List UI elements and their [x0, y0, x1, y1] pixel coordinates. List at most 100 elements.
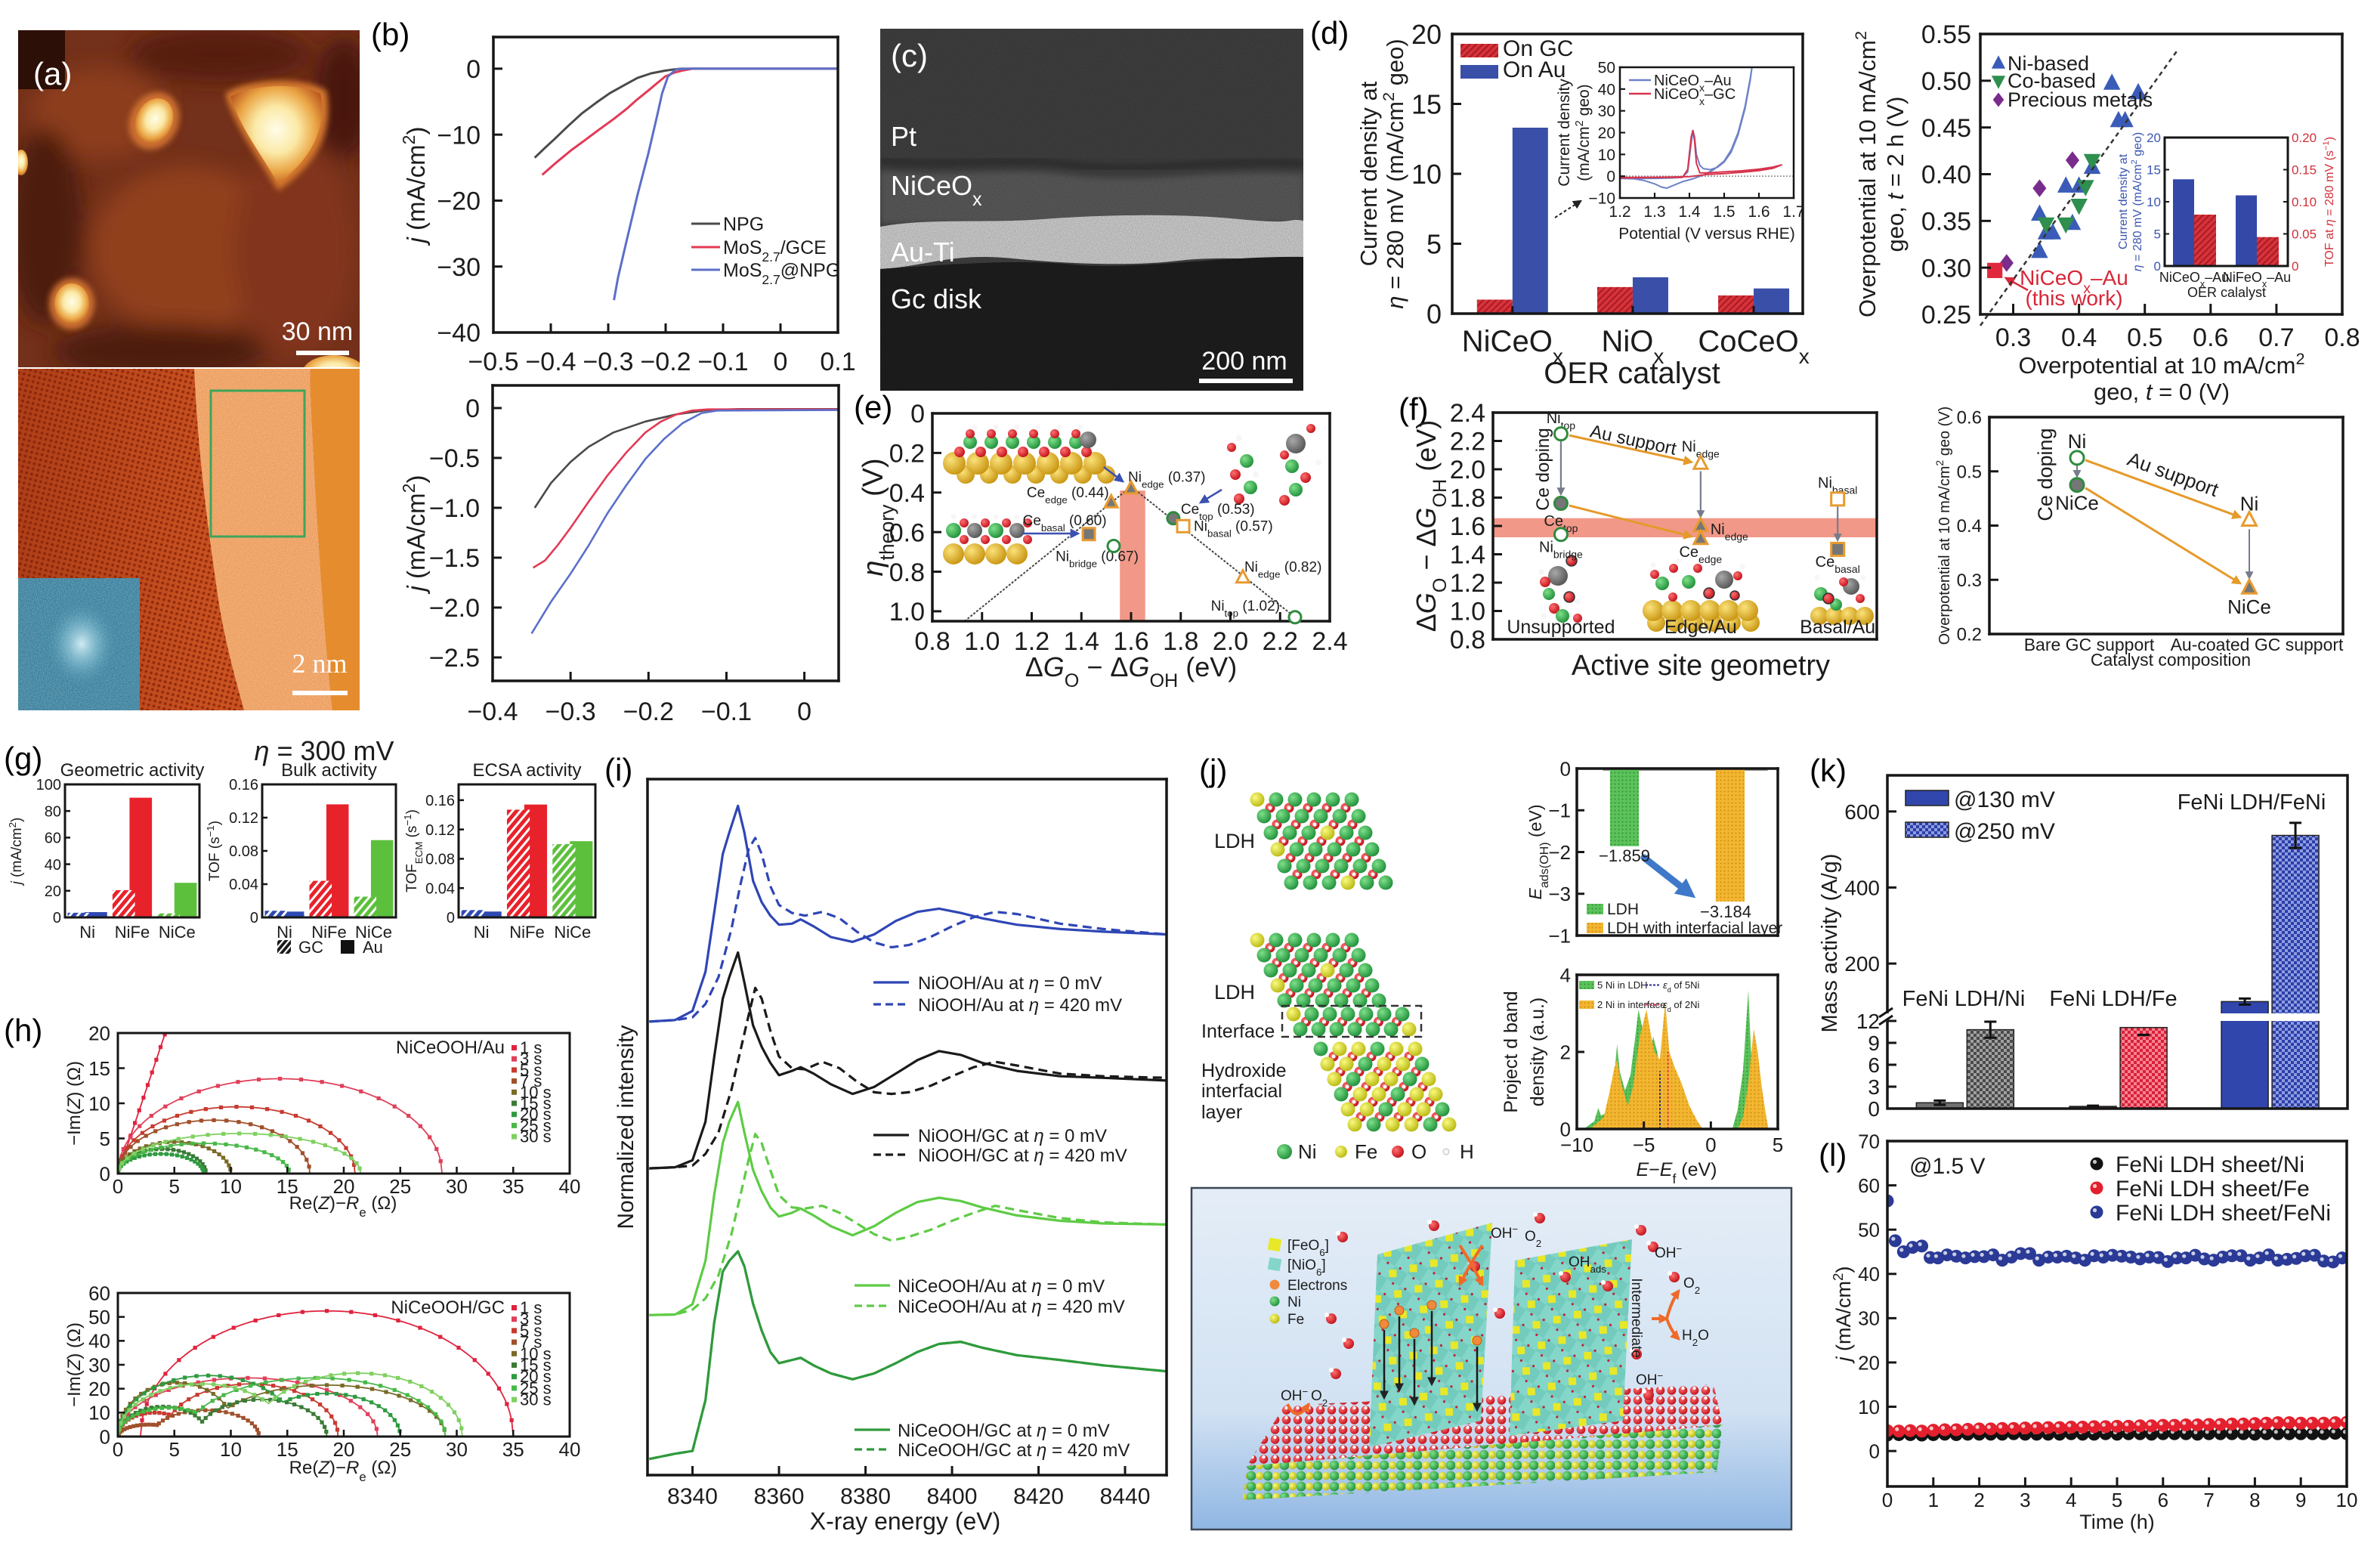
plot-marks — [1915, 821, 2325, 1109]
data-point-precious-metals — [2065, 151, 2079, 169]
data-point — [277, 1313, 281, 1318]
x-tick-label: NiCe — [554, 923, 591, 942]
afm-terrain — [128, 30, 310, 82]
data-point — [163, 1372, 168, 1376]
afm-terrain — [53, 324, 264, 367]
atom — [1358, 1056, 1373, 1072]
atom — [1345, 855, 1349, 860]
x-tick-label: −0.3 — [546, 697, 596, 726]
atom — [1357, 839, 1362, 843]
legend-marker — [512, 1350, 517, 1356]
panel-a-afm-image — [18, 30, 360, 367]
atom — [1287, 792, 1303, 807]
atom — [1383, 1084, 1387, 1089]
roi-box — [209, 389, 306, 538]
data-point — [145, 1083, 150, 1087]
data-point — [396, 1375, 400, 1381]
legend-label: LDH with interfacial layer — [1607, 920, 1782, 937]
atom — [1296, 993, 1311, 1008]
marker-highlight — [2251, 1419, 2255, 1424]
y-tick-label: 0.55 — [1921, 20, 1971, 49]
x-tick-label: 3 — [2020, 1489, 2030, 1511]
legend-marker — [512, 1134, 517, 1140]
marker-highlight — [2159, 1421, 2163, 1426]
atom — [1332, 948, 1347, 963]
atom — [1825, 607, 1844, 625]
panel-label-i: (i) — [604, 752, 632, 787]
atom — [993, 514, 999, 520]
y-tick-label: −3 — [1548, 883, 1571, 905]
atom — [1543, 588, 1555, 600]
atom — [1324, 806, 1329, 810]
y-tick-label-right: 0.05 — [2292, 227, 2317, 242]
data-point — [227, 1163, 231, 1168]
outer-region — [310, 369, 360, 710]
atom — [1404, 1117, 1419, 1132]
legend-label: [FeO6] — [1287, 1238, 1329, 1258]
data-point — [323, 1424, 327, 1429]
atom — [1060, 452, 1083, 475]
group-label: FeNi LDH/Fe — [2049, 987, 2177, 1011]
atom — [1351, 1041, 1366, 1056]
atom — [1301, 825, 1316, 840]
legend-swatch — [1587, 923, 1603, 933]
atom — [1676, 558, 1682, 564]
data-point — [218, 1374, 222, 1378]
y-tick-label-right: 0 — [2292, 259, 2298, 274]
legend-marker — [512, 1339, 517, 1345]
data-point — [472, 1358, 477, 1362]
marker-highlight — [2216, 1420, 2221, 1425]
data-point — [261, 1386, 266, 1390]
data-point — [156, 1421, 161, 1426]
electron — [1379, 1319, 1389, 1329]
y-tick-label: −10 — [1588, 190, 1615, 208]
data-point — [300, 1151, 305, 1155]
y-tick-label: −40 — [437, 319, 481, 348]
ni-fe-substrate — [1243, 1424, 1723, 1500]
data-point — [203, 1168, 208, 1173]
y-axis-label: TOF (s−1) — [205, 821, 224, 881]
layer-label: Pt — [891, 121, 916, 152]
marker-highlight — [1940, 1425, 1946, 1431]
atom — [1358, 825, 1373, 840]
atom — [1549, 603, 1559, 614]
data-point — [177, 1149, 181, 1153]
atom — [1286, 1007, 1301, 1022]
data-point-ni-edge-0-37 — [1123, 478, 1139, 495]
x-tick-label: 40 — [559, 1175, 581, 1198]
legend-label: 7 s — [520, 1333, 542, 1352]
data-point — [284, 1164, 289, 1168]
atom — [1294, 948, 1309, 963]
legend-label: Precious metals — [2008, 88, 2153, 111]
legend-label: Electrons — [1287, 1278, 1347, 1294]
point-label: Nitop (1.02) — [1211, 599, 1280, 619]
panel-label-h: (h) — [4, 1013, 42, 1048]
legend-label: NiCeOOH/Au at η = 420 mV — [898, 1297, 1125, 1317]
bar-on-gc — [1718, 295, 1754, 314]
data-point — [119, 1421, 123, 1425]
value-label: −3.184 — [1700, 902, 1751, 921]
y-tick-label: 0.6 — [1957, 408, 1982, 428]
data-point — [237, 1131, 242, 1136]
marker-highlight — [2251, 1430, 2255, 1434]
bar-current-density — [2236, 195, 2257, 266]
data-point — [187, 1152, 191, 1156]
atom — [1358, 963, 1373, 978]
data-point-feni-ldh-sheet-fe — [2271, 1416, 2285, 1430]
model-label: interfacial — [1201, 1081, 1282, 1102]
x-tick-label: Ni — [474, 923, 490, 942]
reaction-arrow — [1665, 1318, 1680, 1341]
x-tick-label: NiFe — [115, 923, 150, 942]
data-point — [165, 1415, 170, 1420]
atom — [975, 447, 986, 457]
data-point — [282, 1390, 286, 1394]
data-point — [200, 1144, 205, 1149]
atom — [1351, 809, 1366, 824]
data-point-ni-bridge — [1553, 527, 1569, 543]
data-point — [224, 1118, 229, 1123]
x-tick-label: Ni — [79, 923, 95, 942]
marker-highlight — [2216, 1430, 2221, 1434]
marker-highlight — [2136, 1254, 2140, 1259]
data-point-feni-ldh-sheet-ni — [2283, 1427, 2296, 1440]
data-point — [349, 1310, 354, 1314]
